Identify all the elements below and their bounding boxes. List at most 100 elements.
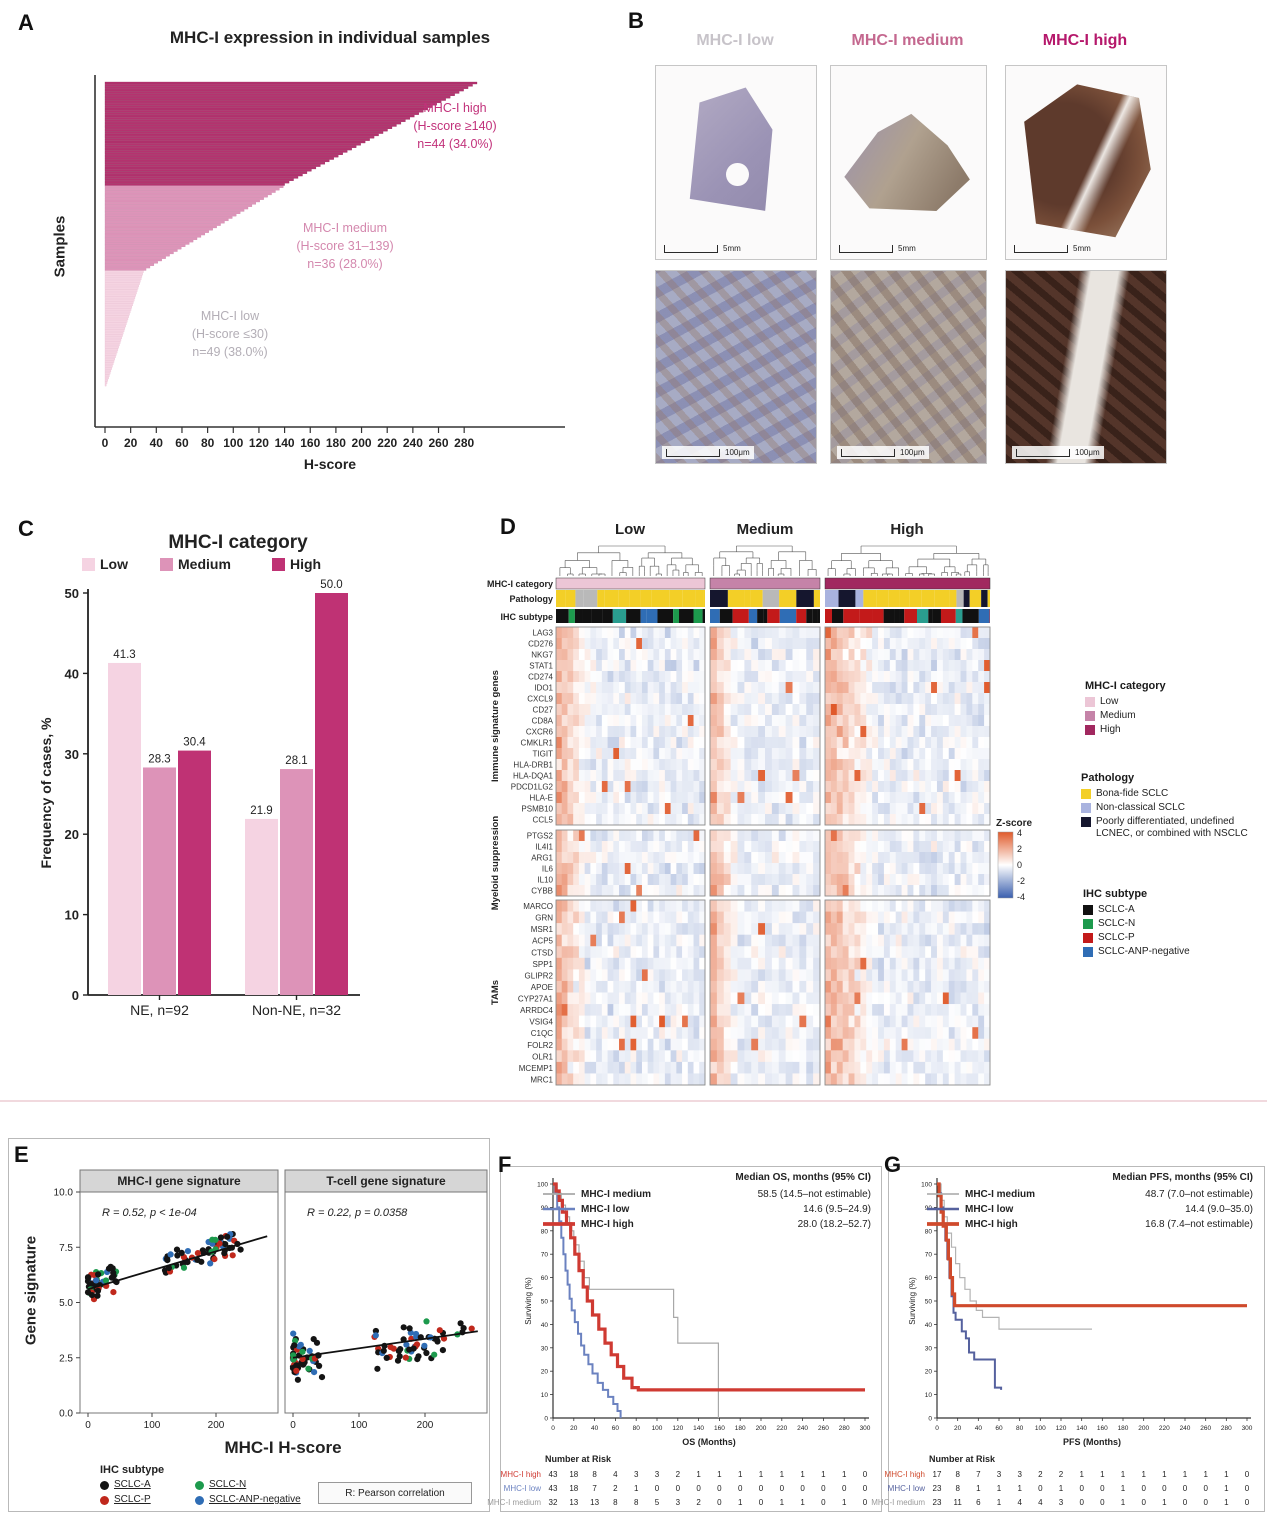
risk-row-label: MHC-I high [501, 1470, 541, 1479]
zscore-tick: 0 [1017, 860, 1022, 870]
risk-count: 0 [1203, 1484, 1208, 1493]
tissue-texture [831, 271, 986, 463]
x-tick-label: 240 [1180, 1425, 1191, 1432]
category-label: Non-NE, n=32 [252, 1002, 341, 1018]
x-tick-label: 300 [1242, 1425, 1253, 1432]
annotation-category [824, 577, 991, 590]
legend-swatch [1081, 817, 1091, 827]
y-tick-label: 70 [541, 1252, 549, 1259]
bar-medium [280, 769, 313, 995]
risk-count: 0 [1100, 1498, 1105, 1507]
median-header: Median OS, months (95% CI) [735, 1172, 871, 1183]
x-tick-label: 280 [454, 436, 474, 450]
x-tick-label: 260 [1200, 1425, 1211, 1432]
x-tick-label: 0 [551, 1425, 555, 1432]
legend-swatch [195, 1495, 204, 1505]
gene-label: PSMB10 [521, 805, 553, 814]
risk-count: 4 [1017, 1498, 1022, 1507]
x-tick-label: 180 [326, 436, 346, 450]
annotation-row-label: IHC subtype [500, 612, 553, 622]
legend-swatch [195, 1480, 204, 1490]
y-tick-label: 60 [541, 1275, 549, 1282]
scale-bar [664, 245, 718, 253]
gene-label: IL4I1 [535, 843, 553, 852]
risk-count: 1 [1162, 1470, 1167, 1479]
mhc-category-legend-item: Low [1085, 696, 1255, 708]
gene-label: C1QC [531, 1029, 553, 1038]
risk-count: 0 [1141, 1484, 1146, 1493]
risk-count: 6 [976, 1498, 981, 1507]
risk-count: 43 [549, 1470, 558, 1479]
tissue-section [689, 87, 773, 211]
x-tick-label: 260 [429, 436, 449, 450]
scale-bar-label: 5mm [1073, 244, 1091, 253]
risk-count: 1 [1121, 1498, 1126, 1507]
gene-label: IL10 [537, 876, 553, 885]
y-tick-label: 10 [541, 1392, 549, 1399]
risk-count: 1 [696, 1470, 701, 1479]
legend-label: SCLC-P [114, 1494, 151, 1505]
group-label: (H-score ≤30) [192, 327, 268, 341]
mhc-category-legend-item: High [1085, 724, 1255, 736]
risk-count: 0 [676, 1484, 681, 1493]
gene-label: MCEMP1 [519, 1064, 554, 1073]
bar-value: 28.1 [285, 755, 307, 767]
gene-label: CD8A [532, 717, 554, 726]
x-tick-label: 80 [201, 436, 215, 450]
risk-count: 8 [613, 1498, 618, 1507]
mhc-category-legend-item: Medium [1085, 710, 1255, 722]
median-value: 14.6 (9.5–24.9) [803, 1204, 871, 1215]
gene-label: IDO1 [534, 684, 553, 693]
facet-title: T-cell gene signature [326, 1174, 446, 1188]
gene-label: FOLR2 [527, 1041, 553, 1050]
risk-row-label: MHC-I medium [871, 1498, 925, 1507]
group-label: MHC-I medium [303, 221, 387, 235]
panel-g-km-chart: 0102030405060708090100020406080100120140… [871, 1172, 1253, 1507]
bar-low [245, 818, 278, 995]
legend-label: SCLC-A [114, 1479, 151, 1490]
x-tick-label: 100 [1035, 1425, 1046, 1432]
category-label: NE, n=92 [130, 1002, 189, 1018]
tissue-hole [726, 162, 749, 186]
panel-a: A MHC-I expression in individual samples… [0, 0, 600, 500]
facet-plot [284, 1191, 488, 1414]
risk-count: 1 [1121, 1470, 1126, 1479]
risk-row-label: MHC-I low [888, 1484, 926, 1493]
panel-c-chart: 0 10 20 30 40 50 41.3 28.3 30.4 NE, n=92 21.9 28.1 5… [65, 556, 360, 1018]
x-tick-label: 80 [633, 1425, 641, 1432]
x-tick-label: 40 [591, 1425, 599, 1432]
row-group-label: Myeloid suppression [490, 816, 501, 911]
scale-bar [841, 449, 895, 457]
x-tick-label: 120 [1056, 1425, 1067, 1432]
legend-swatch [82, 558, 95, 571]
scale-bar-label: 100μm [900, 448, 925, 457]
risk-table-title: Number at Risk [929, 1454, 996, 1464]
gene-label: CYBB [531, 887, 553, 896]
y-tick-label: 30 [541, 1345, 549, 1352]
legend-label: Medium [1100, 710, 1136, 721]
y-tick-label: 80 [925, 1228, 933, 1235]
row-group-label: TAMs [490, 980, 501, 1005]
group-label: (H-score 31–139) [296, 239, 393, 253]
risk-count: 0 [1141, 1498, 1146, 1507]
gene-label: CYP27A1 [518, 995, 554, 1004]
gene-label: STAT1 [529, 662, 553, 671]
y-tick-label: 100 [537, 1182, 548, 1189]
risk-count: 0 [1245, 1498, 1250, 1507]
risk-count: 0 [821, 1498, 826, 1507]
legend-label: Medium [178, 556, 231, 572]
panel-c-letter: C [18, 516, 34, 541]
gene-label: GLIPR2 [525, 971, 554, 980]
legend-label: SCLC-N [209, 1479, 247, 1490]
risk-count: 1 [1100, 1470, 1105, 1479]
y-tick-label: 80 [541, 1228, 549, 1235]
risk-count: 0 [863, 1470, 868, 1479]
x-tick-label: 120 [249, 436, 269, 450]
y-tick-label: 50 [925, 1299, 933, 1306]
risk-count: 0 [655, 1484, 660, 1493]
ihc-subtype-legend-item: SCLC-ANP-negative [1083, 946, 1253, 958]
risk-count: 23 [933, 1484, 942, 1493]
pearson-note: R: Pearson correlation [318, 1482, 472, 1504]
group-label: n=36 (28.0%) [307, 257, 382, 271]
panel-g-frame [888, 1166, 1265, 1512]
